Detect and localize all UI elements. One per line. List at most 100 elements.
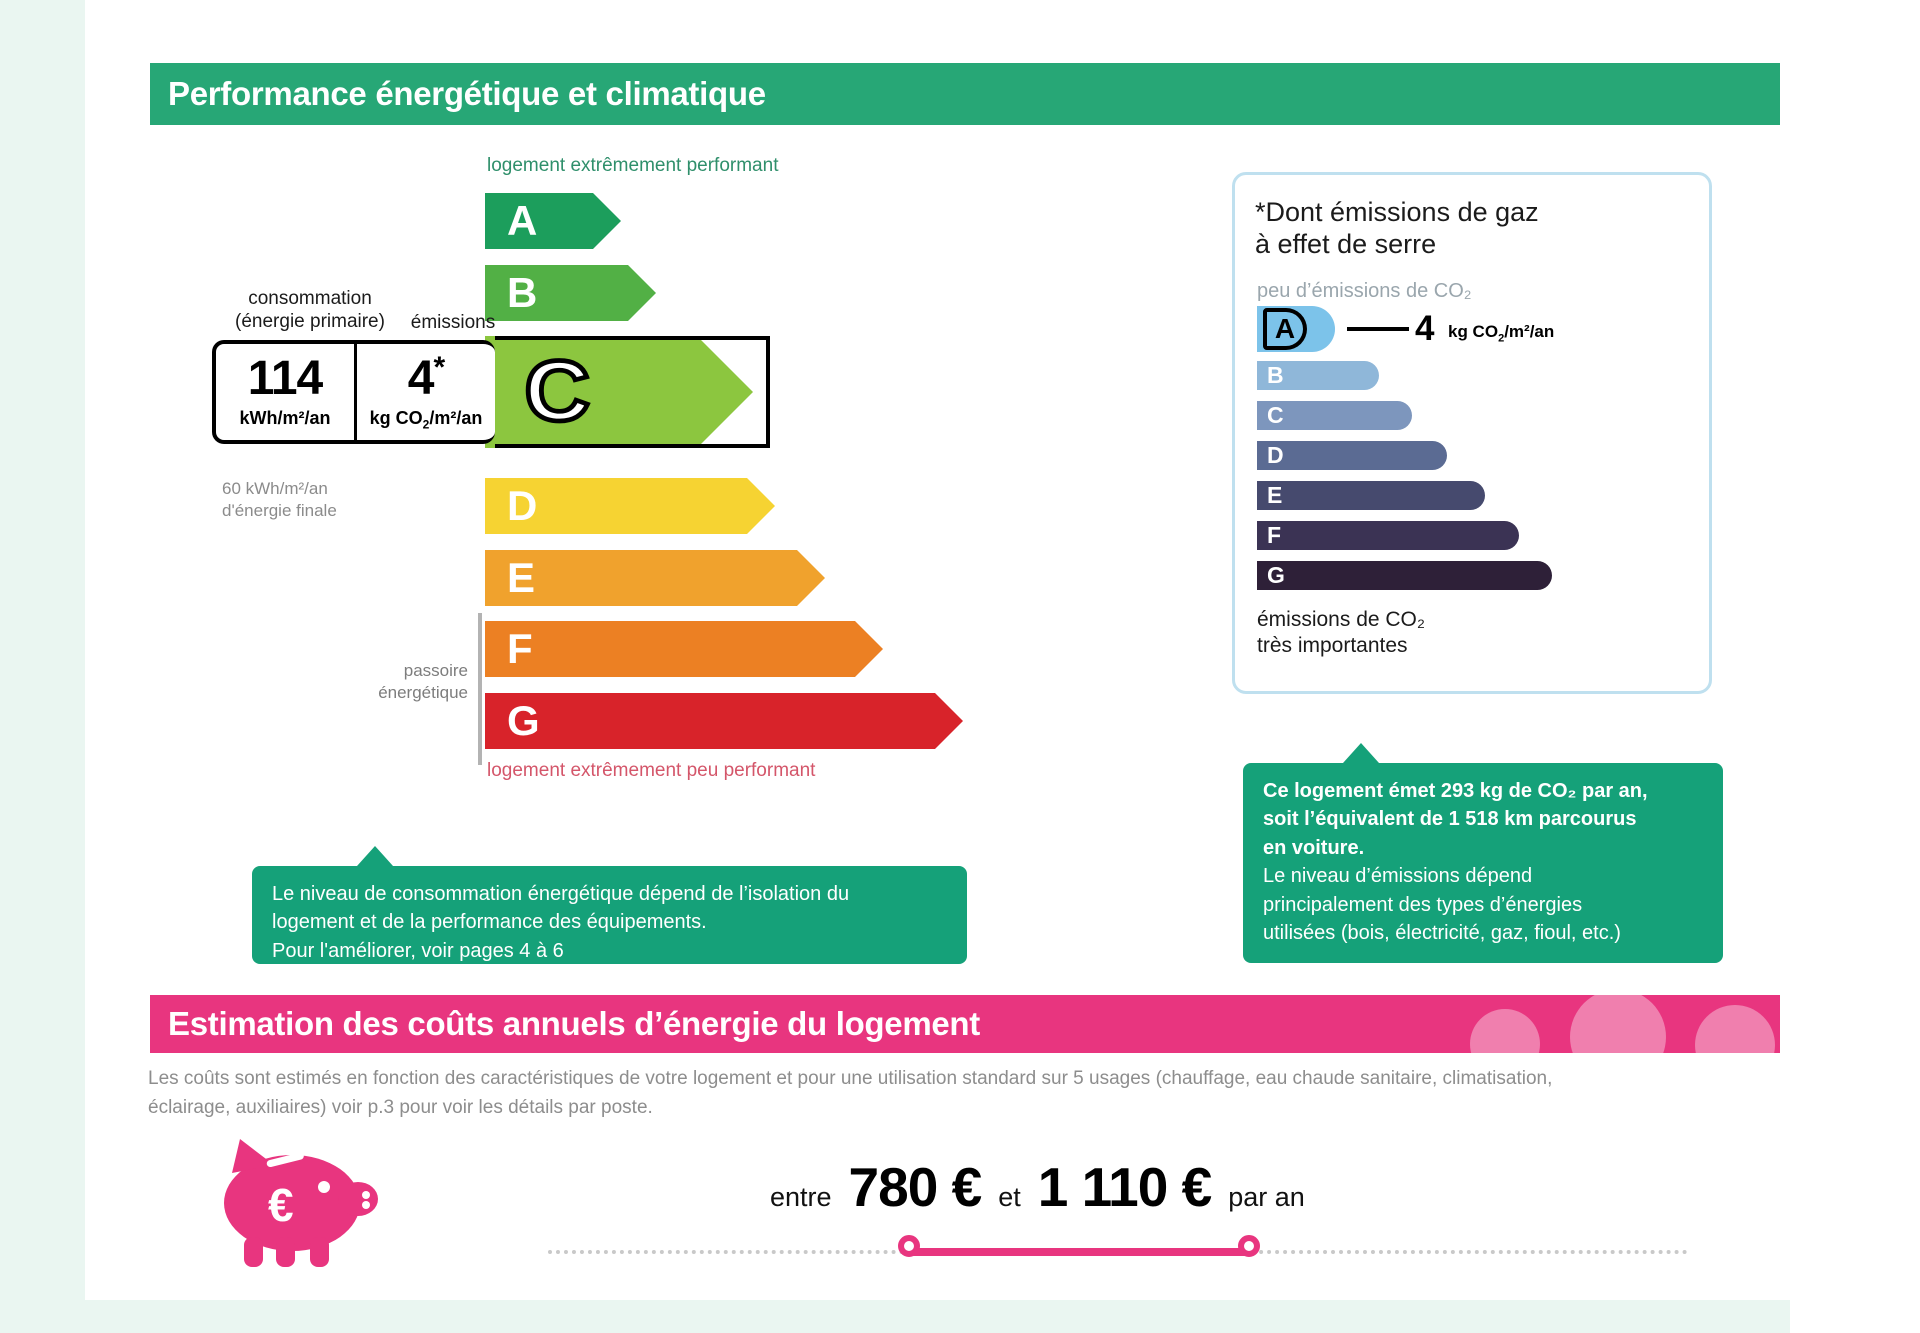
emissions-unit: kg CO2/m²/an bbox=[370, 408, 483, 432]
emissions-value: 4* bbox=[407, 350, 446, 405]
decor-bubble-1 bbox=[1470, 1009, 1540, 1053]
co2-panel: *Dont émissions de gaz à effet de serre … bbox=[1232, 172, 1712, 694]
co2-selected-class: A bbox=[1263, 308, 1307, 350]
emissions-asterisk: * bbox=[433, 350, 446, 384]
energy-band-A-letter: A bbox=[507, 197, 538, 244]
co2-band-C: C bbox=[1257, 401, 1412, 430]
co2-value-unit-sub: 2 bbox=[1498, 332, 1505, 345]
co2-value-unit-suffix: /m²/an bbox=[1504, 322, 1555, 341]
energy-band-C bbox=[485, 336, 753, 448]
energy-band-F: F bbox=[485, 621, 883, 677]
final-energy-line1: 60 kWh/m²/an bbox=[222, 479, 328, 498]
costs-description-line2: éclairage, auxiliaires) voir p.3 pour vo… bbox=[148, 1096, 653, 1118]
callout-co2-bold-line3: en voiture. bbox=[1263, 836, 1365, 859]
co2-caption-bottom-line1: émissions de CO₂ bbox=[1257, 608, 1426, 631]
co2-panel-title: *Dont émissions de gaz à effet de serre bbox=[1255, 197, 1685, 260]
final-energy-line2: d'énergie finale bbox=[222, 500, 337, 520]
svg-text:€: € bbox=[268, 1179, 294, 1231]
consumption-value-cell: 114 kWh/m²/an bbox=[216, 344, 357, 440]
callout-co2-arrow bbox=[1343, 743, 1379, 763]
emissions-value-cell: 4* kg CO2/m²/an bbox=[357, 344, 495, 440]
callout-energy: Le niveau de consommation énergétique dé… bbox=[252, 846, 967, 964]
consumption-unit: kWh/m²/an bbox=[239, 408, 331, 428]
co2-band-G: G bbox=[1257, 561, 1552, 590]
cost-conjunction: et bbox=[998, 1182, 1021, 1212]
emissions-label: émissions bbox=[410, 312, 496, 333]
callout-energy-arrow bbox=[357, 846, 393, 866]
scale-caption-bottom: logement extrêmement peu performant bbox=[487, 760, 816, 781]
energy-band-G-letter: G bbox=[507, 697, 540, 744]
co2-band-F-letter: F bbox=[1267, 522, 1282, 548]
co2-panel-title-line1: *Dont émissions de gaz bbox=[1255, 197, 1539, 227]
co2-value: 4 bbox=[1415, 309, 1435, 348]
cost-slider-fill bbox=[908, 1248, 1248, 1256]
energy-band-A: A bbox=[485, 193, 621, 249]
energy-band-E-letter: E bbox=[507, 554, 536, 601]
value-box: 114 kWh/m²/an 4* kg CO2/m²/an bbox=[212, 340, 495, 444]
callout-co2-bold-line2: soit l’équivalent de 1 518 km parcourus bbox=[1263, 808, 1637, 831]
co2-band-G-letter: G bbox=[1267, 562, 1285, 588]
energy-band-D-letter: D bbox=[507, 482, 538, 529]
section-header-energy-label: Performance énergétique et climatique bbox=[168, 75, 766, 112]
co2-band-C-letter: C bbox=[1267, 402, 1284, 428]
right-margin bbox=[1790, 0, 1920, 1333]
co2-band-B: B bbox=[1257, 361, 1379, 390]
co2-leader-line bbox=[1347, 327, 1409, 331]
co2-caption-bottom-line2: très importantes bbox=[1257, 634, 1408, 658]
callout-co2-line2: principalement des types d’énergies bbox=[1263, 893, 1583, 916]
co2-value-unit: kg CO2/m²/an bbox=[1448, 322, 1554, 344]
final-energy-note: 60 kWh/m²/an d'énergie finale bbox=[222, 478, 337, 522]
co2-band-F: F bbox=[1257, 521, 1519, 550]
co2-band-D: D bbox=[1257, 441, 1447, 470]
co2-panel-title-line2: à effet de serre bbox=[1255, 228, 1437, 259]
passoire-label-line1: passoire bbox=[403, 661, 468, 680]
decor-bubble-2 bbox=[1570, 995, 1666, 1053]
cost-prefix: entre bbox=[770, 1182, 832, 1212]
costs-description: Les coûts sont estimés en fonction des c… bbox=[148, 1065, 1788, 1122]
cost-slider-knob-max[interactable] bbox=[1238, 1235, 1260, 1257]
consumption-label: consommation (énergie primaire) bbox=[205, 287, 415, 333]
consumption-label-line2: (énergie primaire) bbox=[235, 311, 385, 333]
consumption-label-line1: consommation bbox=[248, 288, 372, 309]
cost-min: 780 € bbox=[848, 1156, 983, 1218]
co2-value-unit-prefix: kg CO bbox=[1448, 322, 1499, 341]
section-header-costs-label: Estimation des coûts annuels d’énergie d… bbox=[168, 1005, 980, 1042]
co2-band-B-letter: B bbox=[1267, 362, 1284, 388]
cost-estimate-row: entre 780 € et 1 110 € par an bbox=[770, 1155, 1305, 1219]
co2-caption-bottom: émissions de CO₂ très importantes bbox=[1257, 607, 1425, 660]
energy-band-D: D bbox=[485, 478, 775, 534]
passoire-label-line2: énergétique bbox=[378, 683, 468, 703]
energy-band-G: G bbox=[485, 693, 963, 749]
callout-energy-line1: Le niveau de consommation énergétique dé… bbox=[272, 883, 850, 905]
co2-band-E-letter: E bbox=[1267, 482, 1283, 508]
scale-caption-top: logement extrêmement performant bbox=[487, 155, 779, 176]
co2-caption-top: peu d’émissions de CO₂ bbox=[1257, 280, 1472, 302]
callout-co2: Ce logement émet 293 kg de CO₂ par an, s… bbox=[1243, 743, 1723, 963]
emissions-value-number: 4 bbox=[407, 351, 435, 405]
callout-energy-line3: Pour l'améliorer, voir pages 4 à 6 bbox=[272, 939, 564, 962]
costs-description-line1: Les coûts sont estimés en fonction des c… bbox=[148, 1068, 1553, 1089]
callout-co2-bold-line1: Ce logement émet 293 kg de CO₂ par an, bbox=[1263, 780, 1648, 802]
consumption-value: 114 bbox=[247, 352, 323, 405]
energy-band-B: B bbox=[485, 265, 656, 321]
energy-band-E: E bbox=[485, 550, 825, 606]
passoire-label: passoire énergétique bbox=[348, 660, 468, 704]
emissions-unit-prefix: kg CO bbox=[369, 407, 423, 428]
callout-co2-line3: utilisées (bois, électricité, gaz, fioul… bbox=[1263, 921, 1621, 944]
section-header-energy: Performance énergétique et climatique bbox=[150, 63, 1780, 125]
callout-energy-line2: logement et de la performance des équipe… bbox=[272, 911, 707, 934]
co2-band-D-letter: D bbox=[1267, 442, 1284, 468]
emissions-unit-sub: 2 bbox=[422, 417, 430, 432]
cost-suffix: par an bbox=[1228, 1182, 1305, 1212]
decor-bubble-3 bbox=[1695, 1005, 1775, 1053]
energy-band-B-letter: B bbox=[507, 269, 538, 316]
callout-co2-line1: Le niveau d’émissions dépend bbox=[1263, 865, 1533, 888]
passoire-rule bbox=[478, 613, 482, 765]
emissions-unit-suffix: /m²/an bbox=[429, 407, 483, 428]
cost-slider-knob-min[interactable] bbox=[898, 1235, 920, 1257]
energy-band-F-letter: F bbox=[507, 625, 533, 672]
cost-max: 1 110 € bbox=[1037, 1156, 1212, 1218]
co2-band-E: E bbox=[1257, 481, 1485, 510]
section-header-costs: Estimation des coûts annuels d’énergie d… bbox=[150, 995, 1780, 1053]
